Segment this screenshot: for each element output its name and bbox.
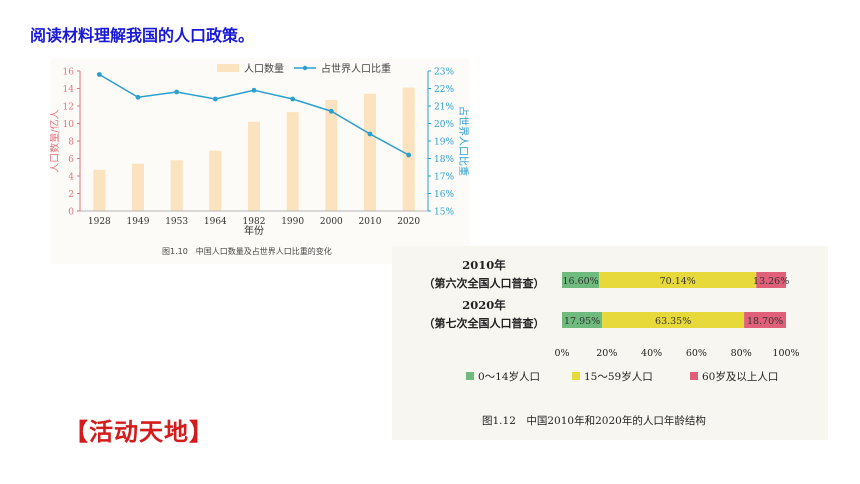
x-tick-label: 1964 [204, 217, 227, 227]
right-tick-label: 16% [434, 190, 454, 200]
percent-axis-ticks: 0% 20% 40% 60% 80% 100% [554, 348, 799, 359]
left-tick-label: 0 [68, 208, 74, 218]
right-tick-label: 22% [434, 85, 454, 95]
age-segment-label: 70.14% [660, 276, 696, 287]
legend-line-label: 占世界人口比重 [321, 62, 391, 75]
legend-label-working: 15～59岁人口 [584, 370, 653, 383]
age-segment-label: 63.35% [655, 316, 691, 327]
left-tick-label: 12 [63, 103, 74, 113]
x-axis-label: 年份 [244, 224, 264, 237]
share-line [96, 72, 412, 158]
age-segment-label: 13.26% [753, 276, 789, 287]
percent-tick-label: 0% [554, 348, 569, 359]
row-census-label: （第六次全国人口普查） [424, 276, 545, 290]
legend-label-elderly: 60岁及以上人口 [702, 370, 778, 383]
left-tick-label: 10 [63, 120, 75, 130]
legend-label-child: 0～14岁人口 [478, 370, 540, 383]
age-segment-label: 17.95% [564, 316, 600, 327]
age-segment [562, 312, 603, 328]
percent-tick-label: 60% [686, 348, 707, 359]
population-chart: 0 2 4 6 8 10 12 14 16 15% 16% 17% 18% 19% 20% 21% 22% 23… [50, 58, 470, 264]
x-axis-ticks: 1928 1949 1953 1964 1982 1990 2000 2010 2020 [88, 217, 421, 227]
share-point [135, 94, 141, 100]
chart2-caption: 图1.12 中国2010年和2020年的人口年龄结构 [482, 414, 706, 427]
population-bar [248, 121, 260, 211]
left-tick-label: 4 [68, 173, 74, 183]
share-point [251, 87, 257, 93]
age-segment [756, 272, 786, 288]
right-axis-ticks: 15% 16% 17% 18% 19% 20% 21% 22% 23% [428, 68, 454, 218]
population-bar [364, 93, 376, 211]
percent-tick-label: 40% [641, 348, 662, 359]
activity-heading: 【活动天地】 [64, 418, 214, 446]
legend-swatch-child [466, 372, 474, 380]
percent-tick-label: 100% [772, 348, 799, 359]
right-tick-label: 15% [434, 208, 454, 218]
age-row: 2010年 （第六次全国人口普查） 16.60% 70.14% 13.26% [424, 258, 790, 290]
percent-tick-label: 20% [596, 348, 617, 359]
age-row: 2020年 （第七次全国人口普查） 17.95% 63.35% 18.70% [424, 298, 786, 330]
legend-bar-swatch [217, 64, 239, 72]
legend-line-marker [302, 65, 308, 71]
age-segment [599, 272, 757, 288]
share-point [328, 108, 334, 114]
right-tick-label: 17% [434, 173, 454, 183]
share-point [96, 72, 102, 77]
left-tick-label: 6 [68, 155, 74, 165]
right-tick-label: 19% [434, 138, 454, 148]
legend-swatch-working [572, 372, 580, 380]
x-tick-label: 1990 [281, 217, 304, 227]
x-tick-label: 1949 [127, 217, 150, 227]
population-bar [325, 99, 338, 211]
population-bar [209, 150, 222, 211]
population-bar [402, 87, 415, 211]
percent-tick-label: 80% [731, 348, 752, 359]
row-census-label: （第七次全国人口普查） [424, 316, 545, 330]
age-structure-rows: 2010年 （第六次全国人口普查） 16.60% 70.14% 13.26% 2020年 （… [424, 258, 790, 330]
row-year-label: 2010年 [462, 258, 506, 272]
chart1-caption: 图1.10 中国人口数量及占世界人口比重的变化 [162, 246, 332, 256]
right-tick-label: 20% [434, 120, 454, 130]
age-segment [602, 312, 745, 328]
population-bar [93, 169, 106, 211]
right-tick-label: 18% [434, 155, 454, 165]
age-structure-chart: 2010年 （第六次全国人口普查） 16.60% 70.14% 13.26% 2020年 （… [392, 246, 828, 440]
legend-bar-label: 人口数量 [244, 62, 284, 75]
legend-swatch-elderly [690, 372, 698, 380]
row-year-label: 2020年 [462, 298, 506, 312]
x-tick-label: 1953 [165, 217, 188, 227]
left-axis-label: 人口数量/亿人 [50, 109, 61, 172]
share-point [367, 131, 373, 137]
age-segment [744, 312, 786, 328]
left-tick-label: 8 [68, 138, 74, 148]
age-segment [562, 272, 600, 288]
instruction-text: 阅读材料理解我国的人口政策。 [30, 26, 255, 45]
share-point [290, 96, 296, 102]
left-tick-label: 2 [68, 190, 74, 200]
x-tick-label: 1928 [88, 217, 111, 227]
population-bar [170, 160, 183, 211]
right-tick-label: 21% [434, 103, 454, 113]
population-bar [286, 112, 299, 211]
x-tick-label: 2020 [397, 217, 420, 227]
x-tick-label: 2000 [320, 217, 343, 227]
age-segment-label: 16.60% [562, 276, 598, 287]
population-bars [93, 87, 415, 211]
share-point [406, 152, 412, 158]
left-tick-label: 16 [63, 68, 75, 78]
share-point [212, 96, 218, 102]
age-segment-label: 18.70% [747, 316, 783, 327]
right-tick-label: 23% [434, 68, 454, 78]
x-tick-label: 1982 [243, 217, 266, 227]
share-point [174, 89, 180, 95]
right-axis-label: 占世界人口比重 [457, 106, 470, 176]
left-tick-label: 14 [63, 85, 75, 95]
x-tick-label: 2010 [359, 217, 382, 227]
population-bar [132, 163, 144, 211]
